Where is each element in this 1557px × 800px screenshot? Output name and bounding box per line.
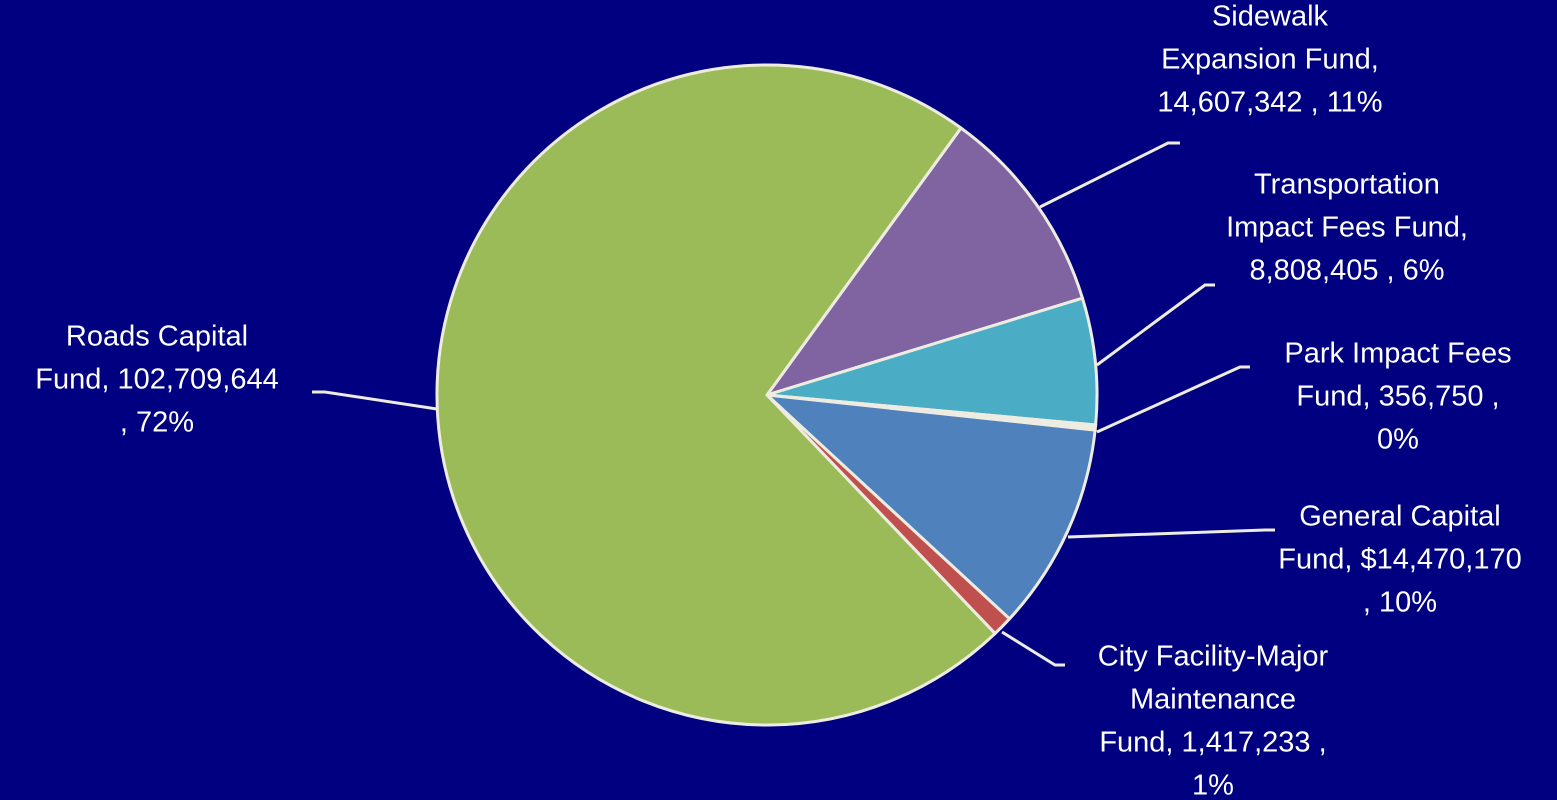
- leader-line: [312, 390, 438, 411]
- leader-line: [1096, 365, 1250, 434]
- pie-slice: [765, 393, 1097, 621]
- data-label: , 10%: [1363, 587, 1437, 619]
- leader-line: [1096, 283, 1215, 367]
- data-label: Roads Capital: [66, 321, 248, 353]
- pie-slice: [765, 296, 1099, 427]
- data-label: City Facility-Major: [1098, 641, 1329, 673]
- data-label: Fund, $14,470,170: [1278, 544, 1521, 576]
- data-label: Impact Fees Fund,: [1226, 212, 1468, 244]
- pie-slice: [765, 126, 1084, 397]
- data-label: Maintenance: [1130, 684, 1296, 716]
- data-label: Fund, 356,750 ,: [1296, 381, 1499, 413]
- data-label: General Capital: [1299, 501, 1501, 533]
- leader-line: [1039, 141, 1180, 209]
- data-label: Transportation: [1254, 169, 1440, 201]
- data-label: Sidewalk: [1212, 1, 1329, 33]
- data-label: , 72%: [120, 407, 194, 439]
- data-label: 14,607,342 , 11%: [1157, 87, 1382, 119]
- pie-slice: [435, 63, 997, 727]
- leader-line: [1067, 528, 1275, 539]
- data-label: 1%: [1192, 770, 1234, 800]
- data-label: Park Impact Fees: [1284, 338, 1511, 370]
- data-label: 8,808,405 , 6%: [1249, 255, 1444, 287]
- data-label: Expansion Fund,: [1161, 44, 1379, 76]
- data-label: 0%: [1377, 424, 1419, 456]
- data-label: Fund, 102,709,644: [35, 364, 278, 396]
- data-label: Fund, 1,417,233 ,: [1099, 727, 1326, 759]
- leader-line: [1001, 630, 1065, 667]
